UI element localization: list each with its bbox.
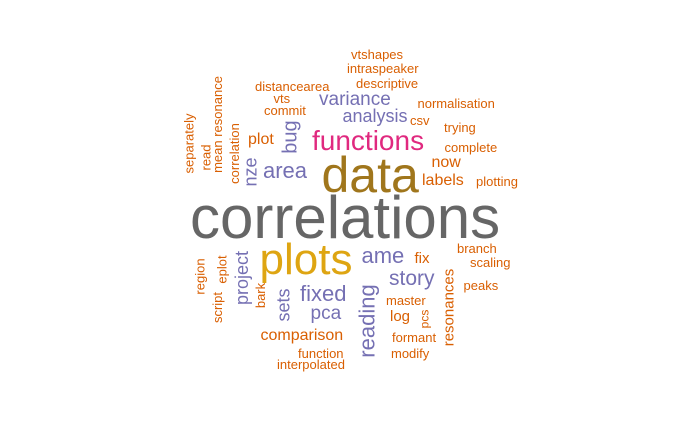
word-vtshapes: vtshapes (351, 46, 404, 62)
word-distancearea: distancearea (255, 78, 330, 94)
word-story: story (389, 266, 435, 290)
word-functions: functions (312, 125, 425, 156)
word-intraspeaker: intraspeaker (347, 60, 419, 76)
word-correlation: correlation (226, 122, 242, 184)
word-correlations: correlations (190, 184, 501, 251)
word-descriptive: descriptive (356, 75, 419, 91)
word-log: log (390, 307, 411, 325)
word-now: now (431, 154, 461, 171)
word-eplot: eplot (214, 254, 230, 284)
word-variance: variance (319, 88, 391, 110)
word-pcs: pcs (416, 309, 431, 329)
word-vts: vts (273, 90, 291, 106)
word-plots: plots (259, 235, 353, 284)
word-comparison: comparison (260, 327, 344, 344)
word-bug: bug (279, 120, 302, 154)
word-formant: formant (392, 329, 437, 345)
word-complete: complete (444, 139, 498, 155)
word-csv: csv (410, 112, 430, 128)
word-function: function (298, 345, 344, 361)
word-project: project (232, 250, 253, 306)
word-scaling: scaling (470, 254, 511, 270)
word-plotting: plotting (476, 173, 518, 189)
word-plot: plot (248, 131, 274, 148)
word-modify: modify (391, 345, 430, 361)
word-mean-resonance: mean resonance (209, 75, 225, 173)
word-branch: branch (457, 240, 497, 256)
word-resonances: resonances (440, 268, 458, 346)
word-data: data (321, 147, 419, 203)
word-master: master (386, 292, 426, 308)
word-commit: commit (264, 102, 306, 118)
word-ame: ame (361, 243, 405, 268)
word-reading: reading (354, 284, 380, 358)
word-script: script (209, 291, 225, 323)
word-normalisation: normalisation (417, 95, 495, 111)
word-nze: nze (240, 157, 261, 187)
word-pca: pca (310, 302, 342, 324)
word-trying: trying (444, 119, 476, 135)
word-separately: separately (181, 113, 197, 173)
word-labels: labels (422, 172, 464, 189)
word-interpolated: interpolated (277, 356, 345, 372)
word-area: area (263, 158, 308, 183)
word-sets: sets (273, 288, 294, 322)
word-fix: fix (414, 249, 430, 267)
word-bark: bark (252, 282, 268, 308)
word-region: region (192, 257, 208, 295)
word-peaks: peaks (463, 277, 499, 293)
word-fixed: fixed (300, 281, 347, 306)
word-analysis: analysis (342, 106, 408, 126)
